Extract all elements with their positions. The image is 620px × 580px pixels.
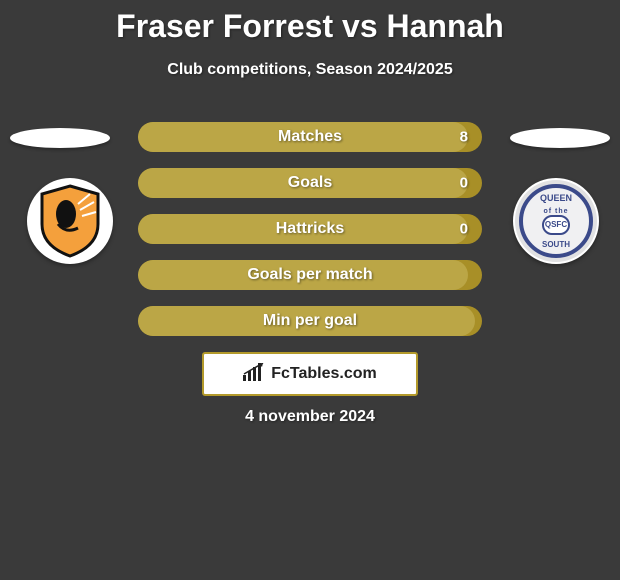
brand-text: FcTables.com: [271, 365, 377, 383]
badge-top-text: QUEEN: [540, 193, 572, 203]
stat-bar: Goals per match: [138, 260, 482, 290]
shield-icon: [38, 184, 102, 258]
stats-bars: Matches8Goals0Hattricks0Goals per matchM…: [138, 122, 482, 352]
player-left-marker: [10, 128, 110, 148]
stat-bar: Matches8: [138, 122, 482, 152]
page-subtitle: Club competitions, Season 2024/2025: [0, 61, 620, 79]
date-text: 4 november 2024: [0, 408, 620, 426]
stat-bar-value: 0: [460, 175, 468, 192]
badge-center-text: QSFC: [542, 215, 570, 235]
stat-bar-label: Min per goal: [138, 312, 482, 330]
badge-ring: QUEEN of the QSFC SOUTH: [519, 184, 593, 258]
chart-icon: [243, 363, 265, 386]
stat-bar: Min per goal: [138, 306, 482, 336]
stat-bar: Goals0: [138, 168, 482, 198]
stat-bar-value: 8: [460, 129, 468, 146]
club-badge-right: QUEEN of the QSFC SOUTH: [513, 178, 599, 264]
stat-bar-label: Matches: [138, 128, 482, 146]
stat-bar-label: Goals: [138, 174, 482, 192]
stat-bar-value: 0: [460, 221, 468, 238]
badge-mid-text: of the: [543, 208, 568, 215]
comparison-infographic: Fraser Forrest vs Hannah Club competitio…: [0, 0, 620, 580]
badge-bottom-text: SOUTH: [542, 240, 570, 249]
stat-bar-label: Goals per match: [138, 266, 482, 284]
page-title: Fraser Forrest vs Hannah: [0, 0, 620, 45]
brand-box: FcTables.com: [202, 352, 418, 396]
club-badge-left: [27, 178, 113, 264]
stat-bar-label: Hattricks: [138, 220, 482, 238]
player-right-marker: [510, 128, 610, 148]
stat-bar: Hattricks0: [138, 214, 482, 244]
